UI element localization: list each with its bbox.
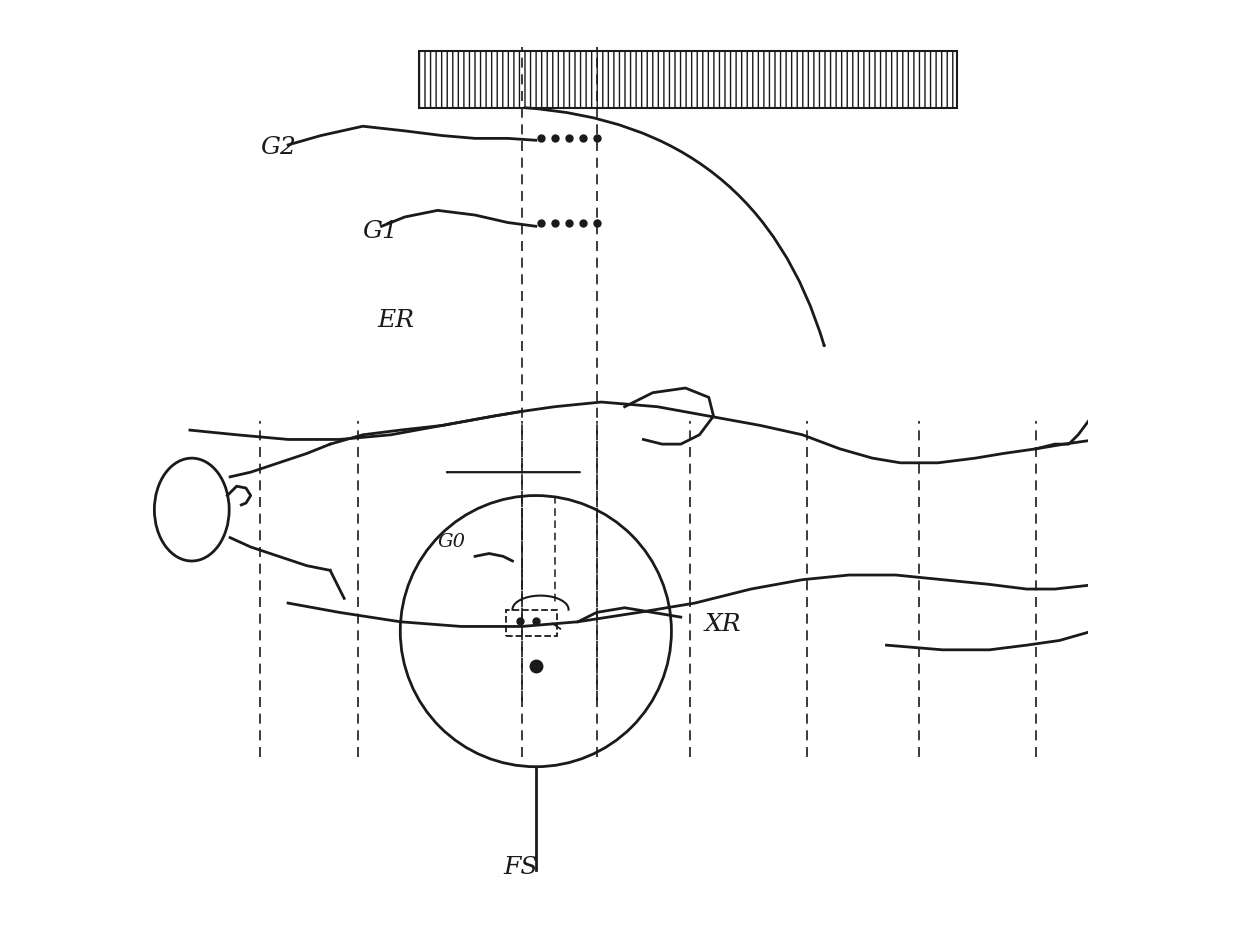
Text: XR: XR — [704, 613, 740, 636]
Text: G1: G1 — [363, 221, 399, 243]
Text: ER: ER — [377, 309, 414, 332]
Text: FS: FS — [503, 856, 538, 879]
Bar — [419, 51, 956, 108]
Bar — [506, 610, 557, 636]
Text: G2: G2 — [260, 137, 296, 159]
Text: G0: G0 — [438, 533, 466, 551]
